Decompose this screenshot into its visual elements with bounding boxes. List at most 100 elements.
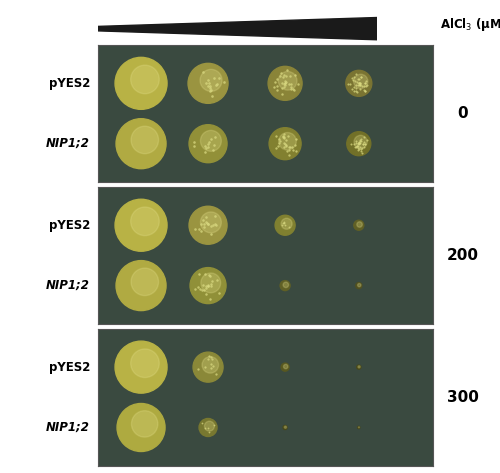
Point bbox=[287, 86, 295, 93]
Point bbox=[362, 88, 370, 95]
Point bbox=[354, 140, 362, 147]
Point bbox=[352, 143, 360, 150]
Ellipse shape bbox=[188, 63, 228, 103]
Point bbox=[278, 221, 286, 228]
Point bbox=[200, 68, 207, 76]
Ellipse shape bbox=[280, 280, 290, 290]
Point bbox=[279, 219, 287, 227]
Ellipse shape bbox=[200, 212, 222, 233]
Point bbox=[207, 135, 215, 142]
Point bbox=[206, 82, 214, 89]
Point bbox=[204, 356, 212, 363]
Point bbox=[208, 353, 216, 361]
Ellipse shape bbox=[190, 268, 226, 304]
Ellipse shape bbox=[132, 411, 158, 437]
Point bbox=[210, 421, 218, 429]
Ellipse shape bbox=[130, 65, 159, 94]
Point bbox=[275, 135, 283, 143]
Point bbox=[357, 147, 365, 155]
Point bbox=[202, 290, 210, 298]
Ellipse shape bbox=[115, 341, 167, 393]
Point bbox=[204, 282, 212, 289]
Point bbox=[354, 81, 362, 88]
Point bbox=[348, 74, 356, 82]
Point bbox=[201, 363, 209, 371]
Ellipse shape bbox=[354, 74, 368, 88]
Point bbox=[210, 221, 218, 229]
Point bbox=[274, 87, 281, 94]
Ellipse shape bbox=[130, 349, 159, 377]
Point bbox=[282, 141, 290, 149]
Point bbox=[211, 220, 219, 228]
Point bbox=[354, 75, 362, 83]
Point bbox=[202, 214, 210, 221]
Point bbox=[356, 139, 364, 147]
Point bbox=[215, 74, 223, 81]
Point bbox=[276, 72, 284, 79]
Point bbox=[352, 142, 360, 149]
Point bbox=[360, 143, 368, 150]
Point bbox=[280, 143, 288, 151]
Point bbox=[281, 81, 289, 88]
Point bbox=[204, 139, 212, 146]
Point bbox=[287, 80, 295, 88]
Point bbox=[350, 73, 358, 80]
Point bbox=[196, 285, 204, 292]
Point bbox=[350, 83, 358, 91]
Point bbox=[356, 140, 364, 147]
Point bbox=[207, 364, 215, 372]
Point bbox=[355, 79, 363, 87]
Point bbox=[356, 75, 364, 82]
Point bbox=[360, 133, 368, 140]
Point bbox=[354, 144, 362, 151]
Point bbox=[280, 140, 288, 148]
Point bbox=[206, 429, 214, 436]
Point bbox=[353, 88, 361, 96]
Point bbox=[281, 79, 289, 87]
Point bbox=[352, 70, 360, 78]
Point bbox=[346, 80, 354, 88]
Point bbox=[362, 77, 370, 85]
Point bbox=[202, 270, 209, 278]
Point bbox=[354, 140, 362, 148]
Point bbox=[208, 230, 216, 237]
Point bbox=[280, 135, 288, 142]
Point bbox=[352, 77, 360, 85]
Point bbox=[350, 76, 358, 84]
Text: pYES2: pYES2 bbox=[48, 77, 90, 90]
Point bbox=[204, 79, 212, 87]
Point bbox=[284, 151, 292, 159]
Point bbox=[210, 362, 218, 370]
Point bbox=[202, 144, 210, 152]
Ellipse shape bbox=[131, 268, 158, 296]
Point bbox=[204, 76, 212, 84]
Point bbox=[216, 289, 224, 296]
Point bbox=[353, 78, 361, 86]
Point bbox=[356, 136, 364, 143]
Point bbox=[360, 138, 368, 146]
Ellipse shape bbox=[131, 126, 158, 154]
Point bbox=[204, 220, 212, 228]
Point bbox=[212, 221, 220, 228]
Point bbox=[212, 370, 220, 377]
Ellipse shape bbox=[283, 282, 288, 288]
Point bbox=[272, 144, 280, 152]
Point bbox=[208, 360, 216, 368]
Ellipse shape bbox=[200, 70, 222, 91]
Point bbox=[196, 228, 204, 235]
Point bbox=[282, 72, 290, 79]
Point bbox=[360, 82, 368, 90]
Point bbox=[286, 143, 294, 150]
Point bbox=[279, 133, 287, 140]
Point bbox=[280, 139, 288, 147]
Point bbox=[361, 140, 369, 148]
Point bbox=[204, 140, 212, 148]
Point bbox=[208, 87, 216, 94]
Point bbox=[344, 80, 352, 88]
Point bbox=[360, 87, 368, 94]
Ellipse shape bbox=[278, 132, 296, 150]
Point bbox=[275, 139, 283, 147]
Ellipse shape bbox=[358, 366, 360, 368]
Point bbox=[355, 139, 363, 146]
Point bbox=[280, 83, 288, 90]
